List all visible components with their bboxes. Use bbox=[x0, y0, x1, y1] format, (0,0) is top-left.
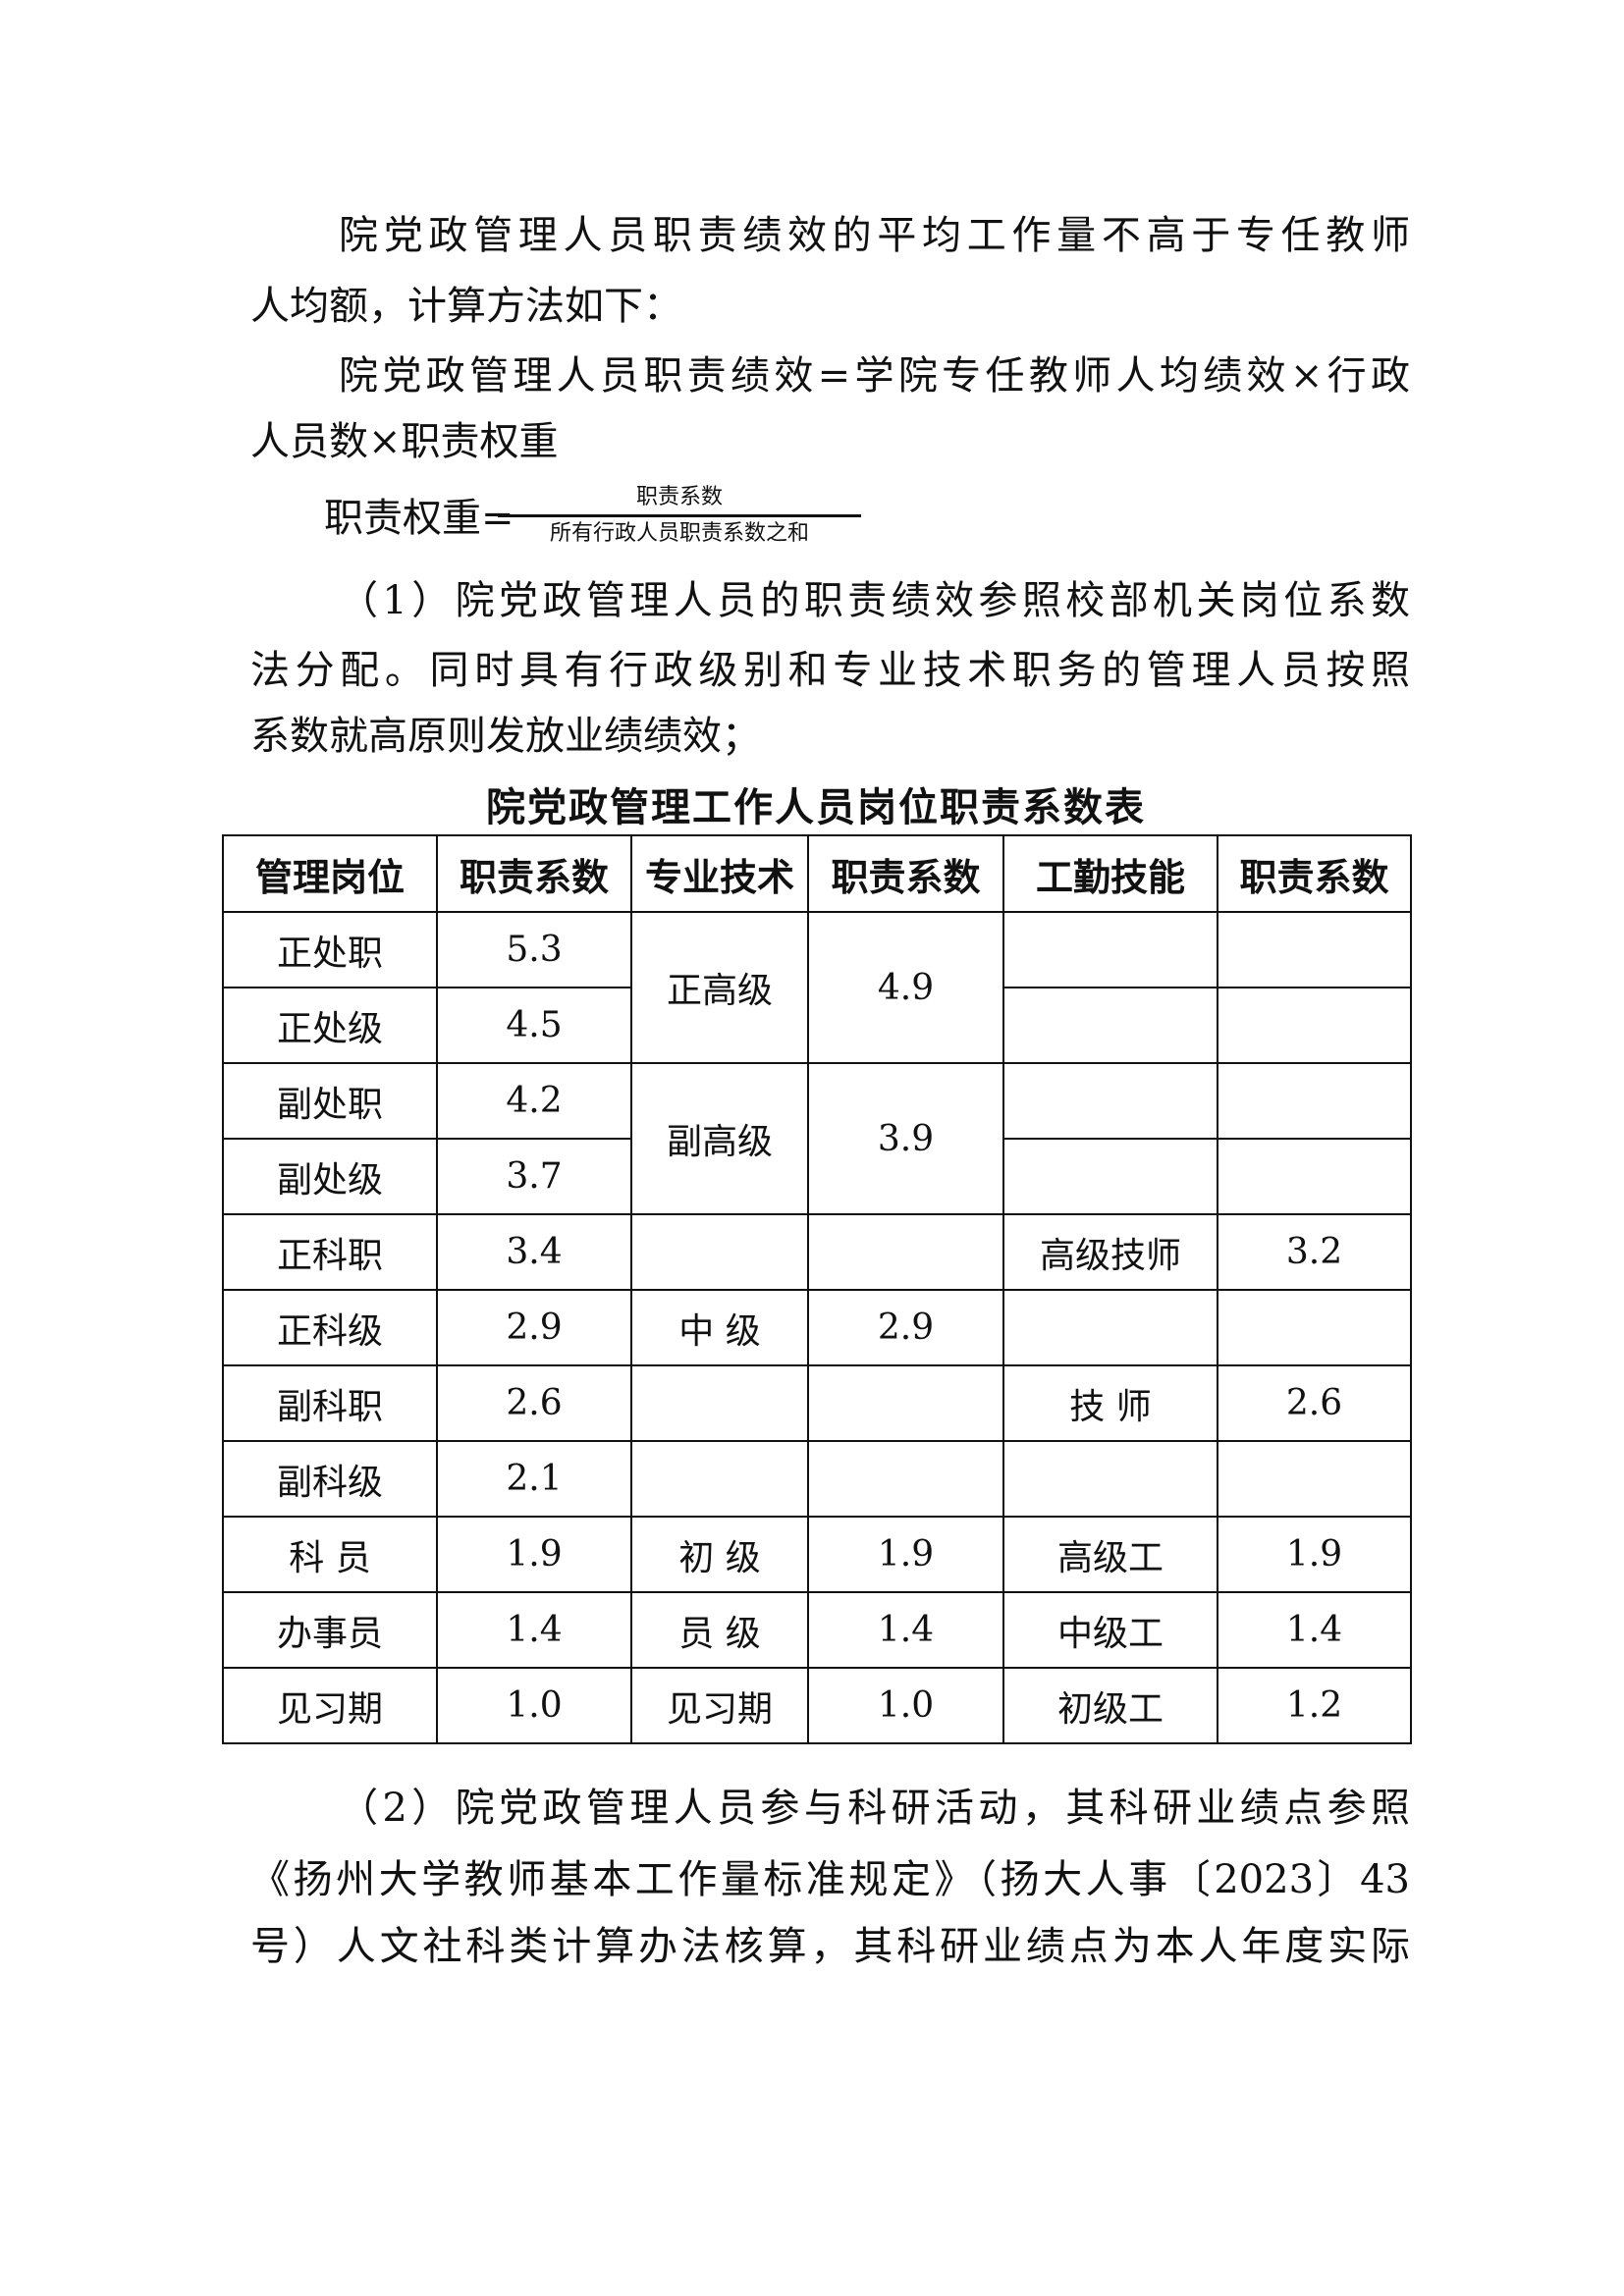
text-line: （1）院党政管理人员的职责绩效参照校部机关岗位系数 bbox=[339, 578, 1410, 623]
table-row: 见习期 1.0 见习期 1.0 初级工 1.2 bbox=[222, 1667, 1412, 1744]
table-cell: 副科职 bbox=[222, 1364, 438, 1442]
table-cell: 见习期 bbox=[630, 1667, 809, 1744]
table-cell: 高级工 bbox=[1002, 1516, 1218, 1593]
table-cell: 2.1 bbox=[436, 1440, 632, 1518]
text-line: 法分配。同时具有行政级别和专业技术职务的管理人员按照 bbox=[250, 648, 1410, 693]
table-cell bbox=[630, 1440, 809, 1518]
table-row: 副科级 2.1 bbox=[222, 1440, 1412, 1518]
table-cell bbox=[1002, 1440, 1218, 1518]
table-cell: 3.4 bbox=[436, 1213, 632, 1291]
denominator: 所有行政人员职责系数之和 bbox=[549, 521, 809, 546]
text-line: （2）院党政管理人员参与科研活动，其科研业绩点参照 bbox=[339, 1786, 1410, 1831]
table-cell: 中级工 bbox=[1002, 1591, 1218, 1669]
header-cell: 专业技术 bbox=[630, 834, 809, 913]
header-cell: 管理岗位 bbox=[222, 834, 438, 913]
table-row: 正处级 4.5 bbox=[222, 987, 1412, 1064]
text-line: 号）人文社科类计算办法核算，其科研业绩点为本人年度实际 bbox=[250, 1924, 1410, 1969]
table-cell: 1.4 bbox=[1217, 1591, 1412, 1669]
text-line: 人员数×职责权重 bbox=[250, 419, 559, 464]
header-cell: 职责系数 bbox=[436, 834, 632, 913]
table-cell: 1.9 bbox=[436, 1516, 632, 1593]
table-cell: 1.4 bbox=[436, 1591, 632, 1669]
table-row: 办事员 1.4 员 级 1.4 中级工 1.4 bbox=[222, 1591, 1412, 1669]
table-cell: 正科职 bbox=[222, 1213, 438, 1291]
table-cell: 技 师 bbox=[1002, 1364, 1218, 1442]
table-cell bbox=[630, 1364, 809, 1442]
table-row: 副处级 3.7 bbox=[222, 1138, 1412, 1215]
table-row: 副处职 4.2 副高级 3.9 bbox=[222, 1062, 1412, 1215]
fraction-bar bbox=[498, 514, 861, 517]
table-cell: 3.9 bbox=[807, 1062, 1004, 1215]
table-row: 副科职 2.6 技 师 2.6 bbox=[222, 1364, 1412, 1442]
table-cell: 员 级 bbox=[630, 1591, 809, 1669]
table-cell: 4.2 bbox=[436, 1062, 632, 1140]
table-cell: 副科级 bbox=[222, 1440, 438, 1518]
table-cell bbox=[1217, 1138, 1412, 1215]
table-cell: 高级技师 bbox=[1002, 1213, 1218, 1291]
table-cell: 1.9 bbox=[1217, 1516, 1412, 1593]
table-cell bbox=[1002, 1062, 1218, 1140]
table-cell: 4.5 bbox=[436, 987, 632, 1064]
text-line: 人均额，计算方法如下： bbox=[250, 284, 682, 329]
numerator: 职责系数 bbox=[635, 485, 723, 509]
table-cell bbox=[1002, 911, 1218, 988]
table-row: 正科级 2.9 中 级 2.9 bbox=[222, 1289, 1412, 1366]
table-cell: 1.0 bbox=[807, 1667, 1004, 1744]
table-cell: 副处级 bbox=[222, 1138, 438, 1215]
header-cell: 工勤技能 bbox=[1002, 834, 1218, 913]
text-line: 院党政管理人员职责绩效=学院专任教师人均绩效×行政 bbox=[339, 353, 1410, 399]
table-row: 正科职 3.4 高级技师 3.2 bbox=[222, 1213, 1412, 1291]
table-cell: 2.6 bbox=[1217, 1364, 1412, 1442]
table-cell: 1.0 bbox=[436, 1667, 632, 1744]
table-cell: 初 级 bbox=[630, 1516, 809, 1593]
table-cell bbox=[1002, 1289, 1218, 1366]
table-cell: 3.7 bbox=[436, 1138, 632, 1215]
table-cell: 2.6 bbox=[436, 1364, 632, 1442]
formula-label: 职责权重= bbox=[324, 496, 514, 541]
table-row: 正处职 5.3 正高级 4.9 bbox=[222, 911, 1412, 1064]
table-cell: 2.9 bbox=[807, 1289, 1004, 1366]
table-cell: 科 员 bbox=[222, 1516, 438, 1593]
table-cell: 副处职 bbox=[222, 1062, 438, 1140]
table-cell: 3.2 bbox=[1217, 1213, 1412, 1291]
table-cell: 正处级 bbox=[222, 987, 438, 1064]
text-line: 《扬州大学教师基本工作量标准规定》（扬大人事〔2023〕43 bbox=[250, 1857, 1410, 1902]
table-cell: 1.2 bbox=[1217, 1667, 1412, 1744]
table-cell: 正处职 bbox=[222, 911, 438, 988]
table-cell bbox=[1217, 1289, 1412, 1366]
table-cell bbox=[1217, 911, 1412, 988]
table-title: 院党政管理工作人员岗位职责系数表 bbox=[486, 784, 1146, 830]
fraction: 职责系数 所有行政人员职责系数之和 bbox=[498, 481, 861, 551]
table-cell bbox=[807, 1364, 1004, 1442]
table-header-row: 管理岗位 职责系数 专业技术 职责系数 工勤技能 职责系数 bbox=[222, 834, 1412, 913]
table-cell bbox=[1217, 1440, 1412, 1518]
table-cell bbox=[1217, 1062, 1412, 1140]
table-cell: 见习期 bbox=[222, 1667, 438, 1744]
table-cell bbox=[1002, 987, 1218, 1064]
table-cell: 正科级 bbox=[222, 1289, 438, 1366]
table-cell bbox=[807, 1440, 1004, 1518]
header-cell: 职责系数 bbox=[807, 834, 1004, 913]
table-cell bbox=[1002, 1138, 1218, 1215]
table-cell: 初级工 bbox=[1002, 1667, 1218, 1744]
table-cell bbox=[807, 1213, 1004, 1291]
table-cell: 中 级 bbox=[630, 1289, 809, 1366]
table-row: 科 员 1.9 初 级 1.9 高级工 1.9 bbox=[222, 1516, 1412, 1593]
table-cell: 1.4 bbox=[807, 1591, 1004, 1669]
table-cell: 1.9 bbox=[807, 1516, 1004, 1593]
coefficient-table: 管理岗位 职责系数 专业技术 职责系数 工勤技能 职责系数 正处职 5.3 正高级 4… bbox=[222, 834, 1412, 1744]
table-cell: 副高级 bbox=[630, 1062, 809, 1215]
text-line: 系数就高原则发放业绩绩效； bbox=[250, 714, 761, 759]
table-cell bbox=[1217, 987, 1412, 1064]
table-cell: 办事员 bbox=[222, 1591, 438, 1669]
table-cell: 5.3 bbox=[436, 911, 632, 988]
table-cell: 2.9 bbox=[436, 1289, 632, 1366]
table-cell bbox=[630, 1213, 809, 1291]
header-cell: 职责系数 bbox=[1217, 834, 1412, 913]
table-cell: 4.9 bbox=[807, 911, 1004, 1064]
text-line: 院党政管理人员职责绩效的平均工作量不高于专任教师 bbox=[339, 213, 1410, 258]
table-cell: 正高级 bbox=[630, 911, 809, 1064]
